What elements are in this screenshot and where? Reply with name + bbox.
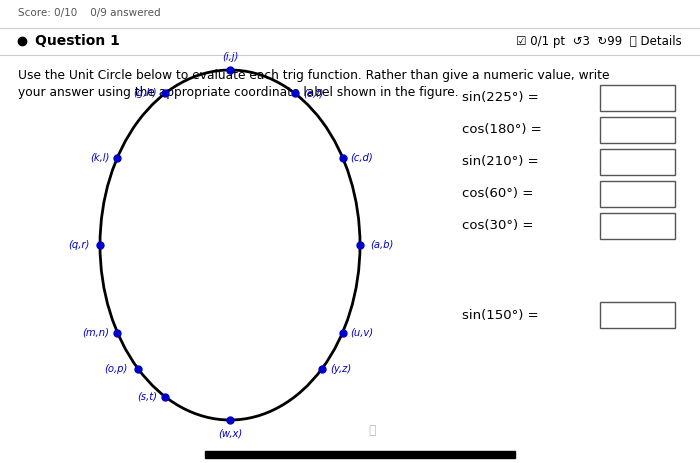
Text: your answer using the appropriate coordinate label shown in the figure.: your answer using the appropriate coordi… (18, 86, 458, 99)
Text: (k,l): (k,l) (90, 152, 109, 163)
Text: Score: 0/10    0/9 answered: Score: 0/10 0/9 answered (18, 8, 160, 18)
Text: (u,v): (u,v) (351, 327, 374, 338)
Text: cos(60°) =: cos(60°) = (462, 188, 533, 200)
Text: (s,t): (s,t) (137, 392, 157, 401)
Text: 🔍: 🔍 (368, 425, 376, 438)
Text: sin(150°) =: sin(150°) = (462, 308, 538, 321)
Text: (q,r): (q,r) (69, 240, 90, 250)
Text: Question 1: Question 1 (35, 34, 120, 48)
Text: (i,j): (i,j) (222, 52, 238, 62)
Text: Use the Unit Circle below to evaluate each trig function. Rather than give a num: Use the Unit Circle below to evaluate ea… (18, 69, 610, 82)
Text: sin(210°) =: sin(210°) = (462, 156, 538, 169)
Text: cos(30°) =: cos(30°) = (462, 219, 533, 232)
Text: (g,h): (g,h) (134, 88, 157, 99)
Bar (600, 213, 675, 239)
Text: (m,n): (m,n) (83, 327, 109, 338)
Ellipse shape (100, 70, 360, 420)
Bar (600, 117, 675, 143)
Text: (y,z): (y,z) (330, 364, 351, 374)
Text: (a,b): (a,b) (370, 240, 393, 250)
Text: (o,p): (o,p) (105, 364, 128, 374)
Bar (205, 451, 515, 458)
Text: (w,x): (w,x) (218, 428, 242, 438)
Bar (600, 85, 675, 111)
Text: ☑ 0/1 pt  ↺3  ↻99  ⓘ Details: ☑ 0/1 pt ↺3 ↻99 ⓘ Details (517, 35, 682, 48)
Text: (e,f): (e,f) (303, 88, 323, 99)
Text: sin(225°) =: sin(225°) = (462, 92, 539, 105)
Bar (600, 149, 675, 175)
Text: (c,d): (c,d) (351, 152, 373, 163)
Bar (600, 181, 675, 207)
Bar (600, 302, 675, 328)
Text: cos(180°) =: cos(180°) = (462, 124, 542, 137)
